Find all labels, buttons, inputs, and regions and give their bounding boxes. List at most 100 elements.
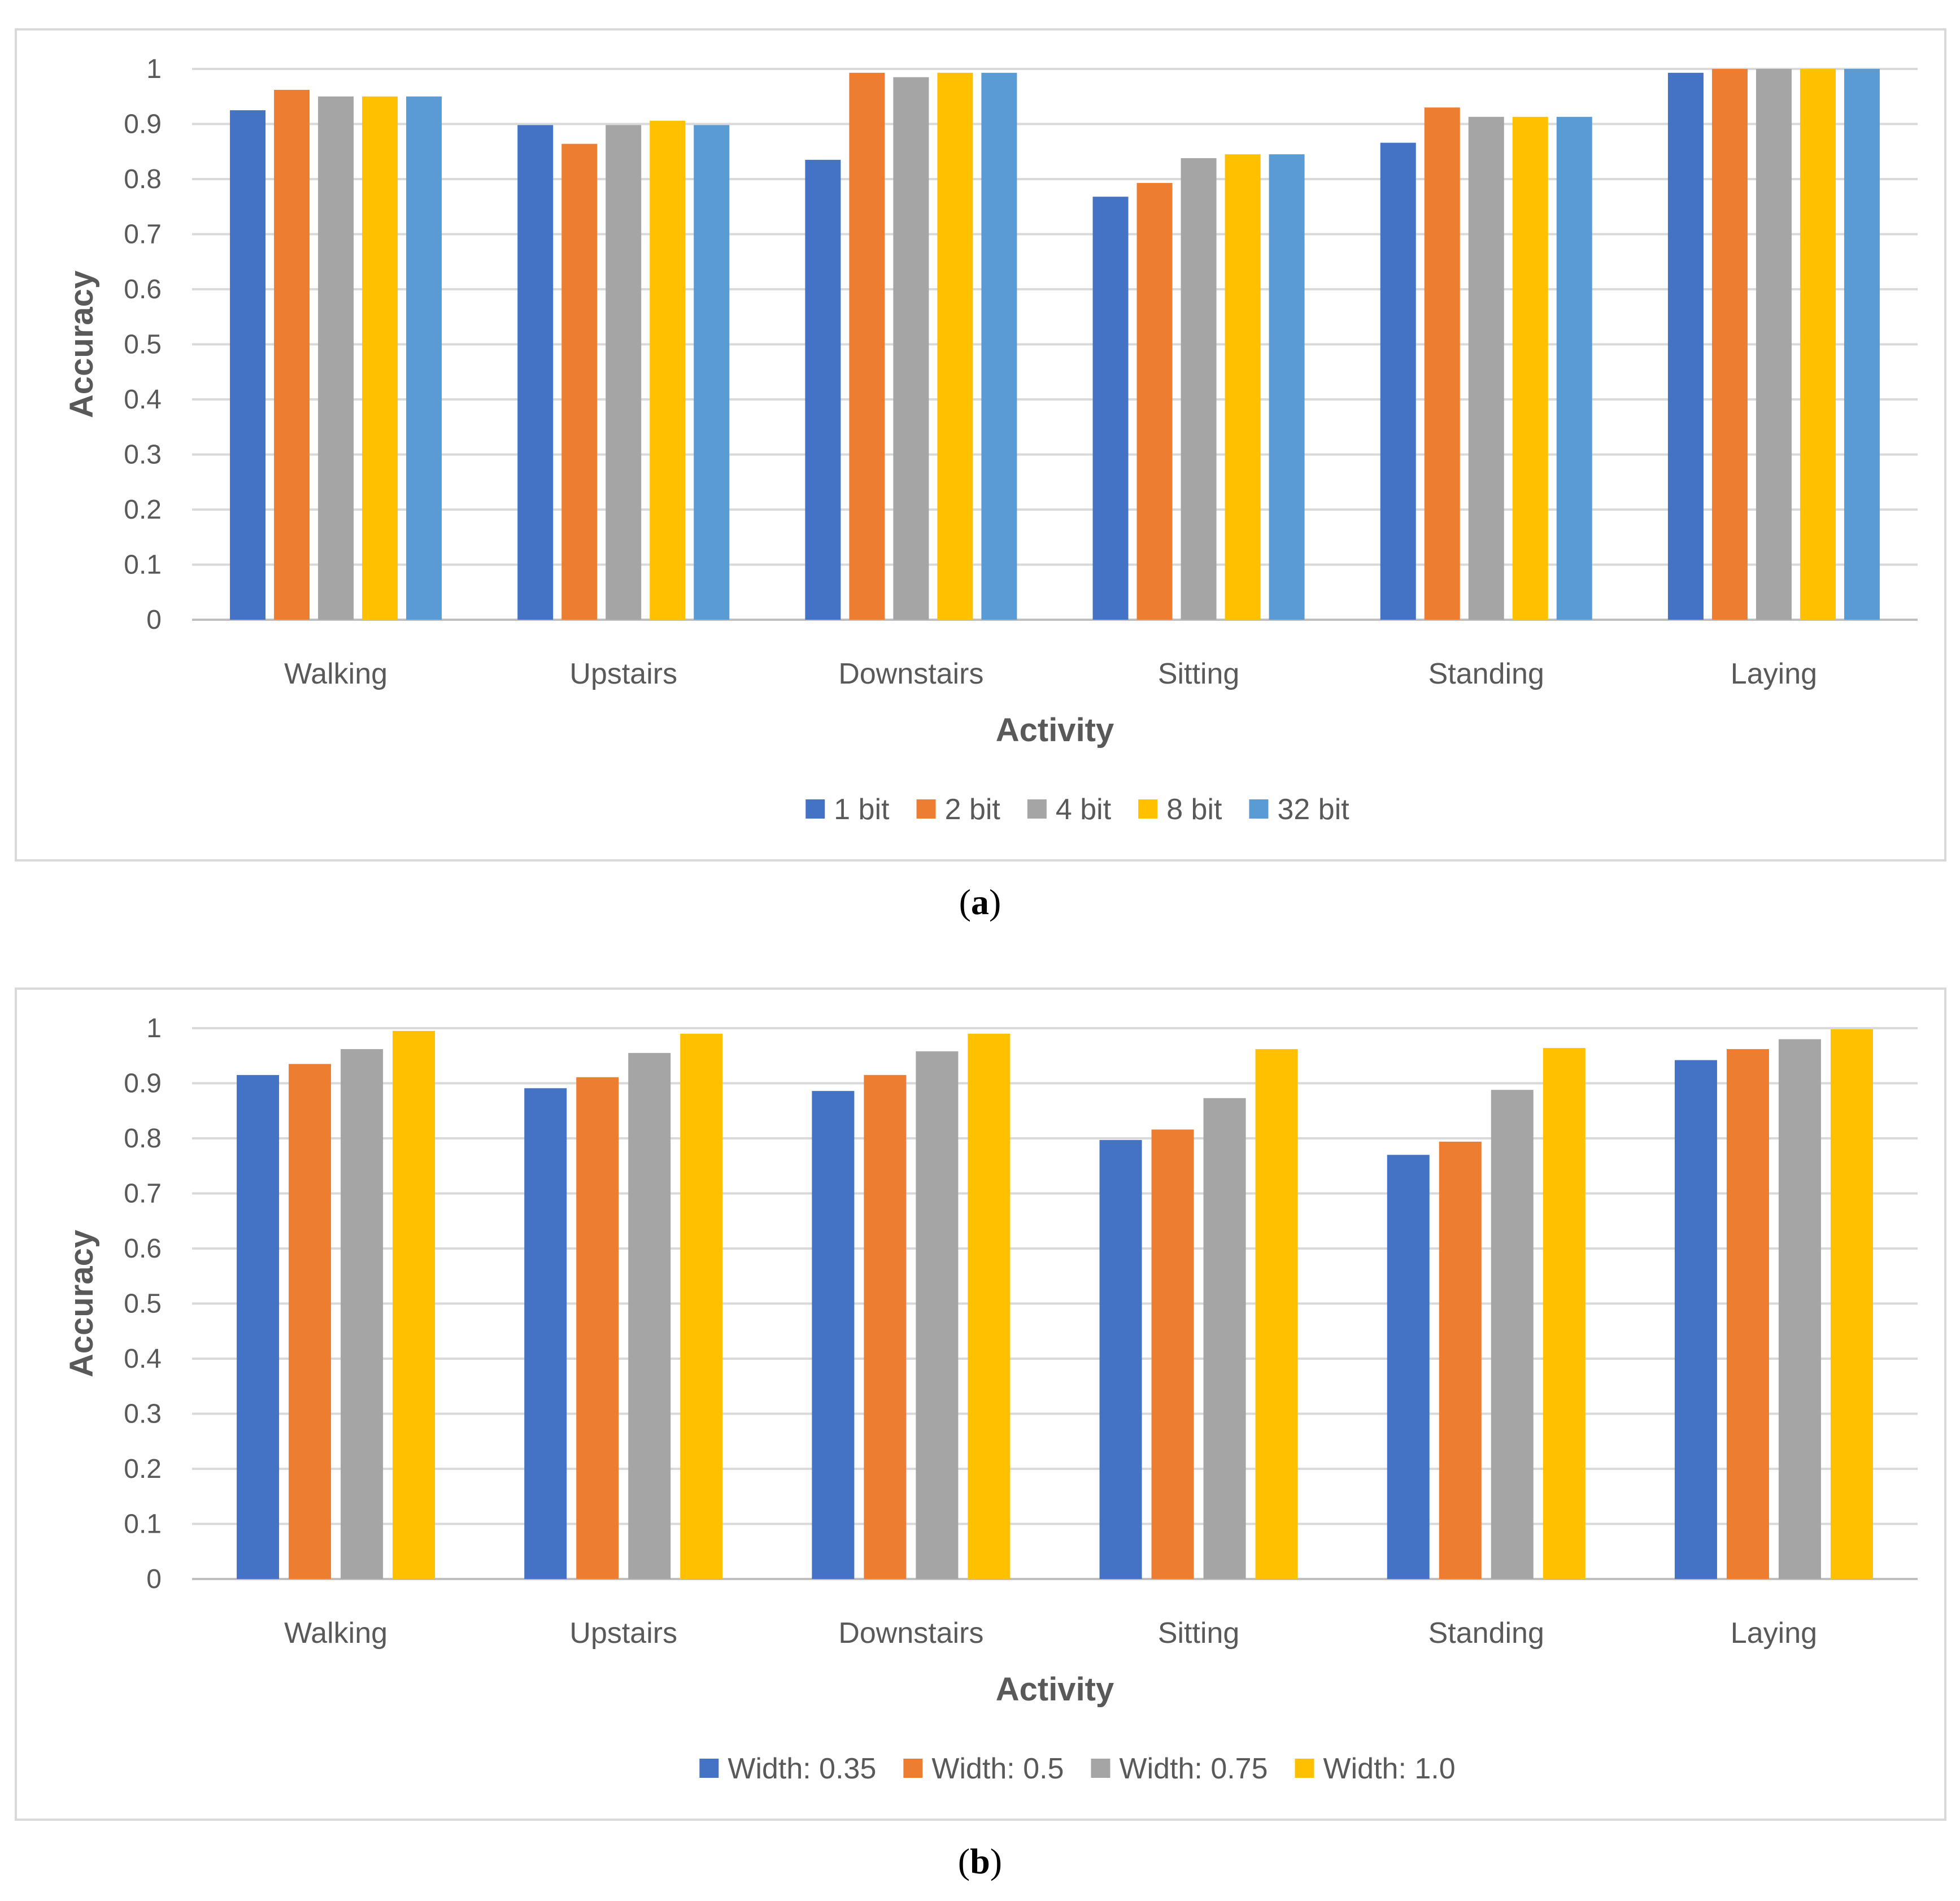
legend-swatch [805,799,825,819]
caption-a: (a) [959,882,1001,922]
x-tick-label: Upstairs [569,658,677,690]
y-tick-label: 0.1 [124,1510,162,1539]
y-tick-label: 0.6 [124,275,162,304]
bar-downstairs-1 [812,1091,855,1579]
bar-laying-3 [1778,1039,1821,1579]
chart-panel-b: 0 0.1 0.2 0.3 0.4 0.5 0.6 0.7 0.8 0.9 1 Accuracy Wal… [15,988,1946,1821]
bar-laying-2 [1711,69,1748,620]
legend-label: 4 bit [1056,793,1112,826]
y-tick-label: 0.4 [124,385,162,415]
bar-upstairs-4 [680,1033,723,1579]
bar-upstairs-3 [606,125,642,620]
bar-walking-1 [230,110,266,620]
y-tick-label: 1 [146,1013,162,1043]
bar-upstairs-4 [650,120,686,620]
bar-standing-4 [1512,116,1548,620]
bar-upstairs-3 [628,1052,671,1579]
bar-sitting-4 [1255,1049,1298,1579]
x-tick-label: Sitting [1158,658,1240,690]
legend: Width: 0.35 Width: 0.5 Width: 0.75 Width: 1… [699,1752,1456,1785]
bar-walking-4 [362,96,398,620]
bar-standing-3 [1491,1090,1534,1579]
legend-swatch [903,1759,923,1778]
bar-downstairs-4 [968,1033,1011,1579]
x-tick-label: Upstairs [569,1617,677,1650]
bar-standing-4 [1543,1048,1586,1579]
bar-laying-5 [1844,69,1880,620]
y-tick-label: 0.6 [124,1234,162,1264]
y-tick-label: 0.1 [124,550,162,580]
bar-sitting-2 [1136,182,1173,620]
bar-standing-3 [1468,116,1504,620]
bar-downstairs-1 [805,159,841,620]
x-tick-label: Sitting [1158,1617,1240,1650]
bar-standing-2 [1439,1141,1482,1579]
y-tick-label: 1 [146,54,162,84]
chart-panel-a: 0 0.1 0.2 0.3 0.4 0.5 0.6 0.7 0.8 0.9 1 Accuracy Wal… [15,28,1946,862]
bar-walking-2 [274,90,310,620]
bar-upstairs-1 [524,1088,567,1579]
bar-walking-1 [237,1075,280,1579]
y-tick-label: 0.5 [124,1289,162,1319]
bar-downstairs-4 [937,72,973,620]
bar-sitting-4 [1225,154,1261,620]
bar-standing-1 [1387,1155,1430,1579]
bar-walking-4 [393,1030,435,1579]
y-tick-label: 0 [146,1564,162,1594]
y-tick-label: 0.2 [124,495,162,525]
bar-downstairs-5 [981,72,1017,620]
bar-laying-1 [1667,72,1704,620]
y-axis-title: Accuracy [63,1230,100,1377]
bar-sitting-5 [1269,154,1305,620]
x-tick-label: Standing [1428,1617,1544,1650]
bar-walking-2 [289,1064,332,1579]
bar-laying-3 [1756,69,1792,620]
bar-walking-3 [341,1049,384,1579]
x-tick-label: Walking [284,658,387,690]
legend-label: Width: 0.35 [728,1752,876,1785]
y-tick-label: 0.9 [124,110,162,140]
legend-label: Width: 0.75 [1120,1752,1268,1785]
legend-swatch [1138,799,1158,819]
x-tick-label: Standing [1428,658,1544,690]
x-axis-title: Activity [996,1671,1114,1708]
bar-laying-1 [1674,1060,1717,1579]
y-axis-title: Accuracy [63,271,100,418]
x-tick-label: Downstairs [838,658,983,690]
bar-laying-4 [1800,69,1836,620]
y-tick-label: 0.3 [124,1399,162,1429]
legend-label: Width: 0.5 [931,1752,1064,1785]
y-tick-label: 0.5 [124,330,162,360]
y-tick-label: 0.4 [124,1344,162,1374]
x-tick-label: Walking [284,1617,387,1650]
bar-chart-a: 0 0.1 0.2 0.3 0.4 0.5 0.6 0.7 0.8 0.9 1 Accuracy Wal… [63,54,1918,826]
caption-b: (b) [957,1841,1003,1881]
y-tick-label: 0.7 [124,220,162,250]
legend-label: 32 bit [1277,793,1349,826]
bar-sitting-1 [1092,197,1129,620]
bar-laying-4 [1830,1029,1873,1579]
legend-swatch [1295,1759,1314,1778]
legend-swatch [1249,799,1269,819]
x-axis-title: Activity [996,712,1114,749]
y-tick-label: 0.7 [124,1179,162,1209]
bar-chart-b: 0 0.1 0.2 0.3 0.4 0.5 0.6 0.7 0.8 0.9 1 Accuracy Wal… [63,1013,1918,1785]
y-tick-label: 0.8 [124,164,162,194]
bar-standing-1 [1380,142,1416,620]
legend-label: 1 bit [834,793,890,826]
bar-downstairs-3 [916,1051,959,1579]
y-tick-label: 0.2 [124,1454,162,1484]
bar-sitting-3 [1181,158,1217,620]
y-tick-label: 0.9 [124,1069,162,1099]
y-tick-label: 0 [146,605,162,635]
bar-walking-5 [406,96,442,620]
x-tick-label: Downstairs [838,1617,983,1650]
legend-swatch [1091,1759,1110,1778]
bar-walking-3 [318,96,354,620]
legend-swatch [699,1759,719,1778]
bar-sitting-2 [1151,1129,1194,1579]
legend-swatch [1027,799,1047,819]
x-tick-label: Laying [1731,658,1817,690]
y-tick-label: 0.3 [124,440,162,470]
bar-standing-5 [1556,116,1592,620]
